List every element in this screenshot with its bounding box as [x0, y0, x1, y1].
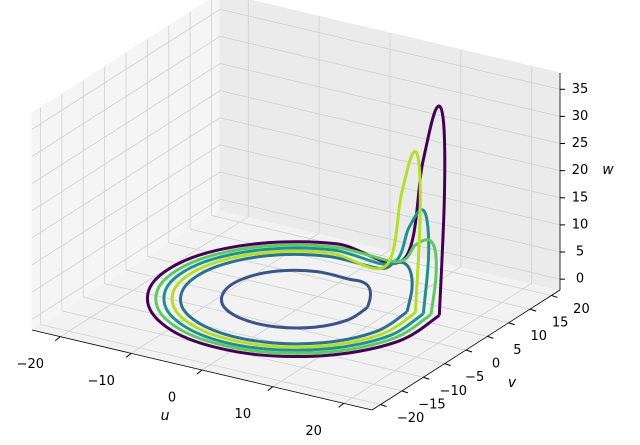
x-tick-label: −20	[17, 357, 44, 372]
grid-line	[219, 144, 561, 226]
tick-mark	[465, 349, 473, 353]
grid-line	[31, 36, 221, 157]
tick-mark	[423, 376, 430, 380]
z-tick-label: 0	[576, 272, 584, 287]
grid-line	[31, 117, 221, 239]
y-tick-label: −15	[418, 397, 445, 412]
z-tick-label: 5	[576, 245, 584, 260]
grid-line	[219, 117, 561, 199]
trajectory	[162, 208, 431, 352]
tick-mark	[444, 363, 451, 367]
tick-mark	[196, 369, 203, 375]
y-tick-label: 20	[573, 302, 590, 317]
y-tick-label: −20	[397, 411, 424, 426]
z-tick-label: 10	[572, 217, 589, 232]
grid-line	[219, 63, 561, 144]
z-axis-label: w	[602, 162, 614, 178]
grid-line	[31, 63, 221, 184]
trajectory	[154, 238, 438, 355]
x-axis-label: u	[161, 408, 170, 424]
grid-line	[104, 283, 445, 365]
tick-mark	[529, 308, 537, 312]
grid-line	[189, 228, 531, 310]
grid-line	[31, 144, 221, 266]
tick-mark	[55, 336, 61, 342]
grid-line	[219, 198, 561, 280]
trajectory	[145, 104, 447, 359]
trajectory	[170, 150, 422, 349]
z-tick-label: 25	[572, 136, 589, 151]
y-tick-label: −5	[465, 370, 484, 385]
y-tick-label: 15	[552, 316, 569, 331]
tick-mark	[508, 322, 515, 326]
z-tick-label: 30	[572, 109, 589, 124]
z-tick-label: 35	[572, 82, 589, 97]
y-tick-label: 10	[530, 329, 547, 344]
y-tick-label: 5	[513, 343, 521, 358]
tick-mark	[380, 404, 387, 408]
tick-mark	[401, 390, 409, 394]
trajectory	[219, 268, 372, 330]
grid-line	[31, 198, 221, 320]
tick-mark	[267, 386, 274, 392]
y-tick-label: −10	[440, 384, 467, 399]
y-axis-label: v	[508, 375, 517, 391]
grid-line	[31, 90, 221, 211]
z-tick-label: 20	[572, 163, 589, 178]
grid-line	[219, 8, 561, 90]
grid-line	[219, 171, 561, 253]
tick-mark	[551, 294, 558, 298]
grid-line	[83, 296, 424, 378]
y-tick-label: 0	[492, 357, 500, 372]
grid-line	[219, 36, 561, 117]
grid-line	[40, 324, 381, 405]
trajectory	[179, 253, 414, 346]
x-tick-label: 0	[168, 391, 176, 406]
grid-line	[31, 8, 221, 130]
x-tick-label: −10	[87, 374, 114, 389]
tick-mark	[487, 335, 494, 339]
grid-line	[31, 171, 221, 293]
x-tick-label: 20	[305, 424, 322, 439]
grid-line	[219, 90, 561, 172]
grid-line	[211, 215, 552, 296]
tick-mark	[125, 352, 132, 358]
x-tick-label: 10	[235, 407, 252, 422]
z-tick-label: 15	[572, 190, 589, 205]
tick-mark	[338, 402, 344, 408]
